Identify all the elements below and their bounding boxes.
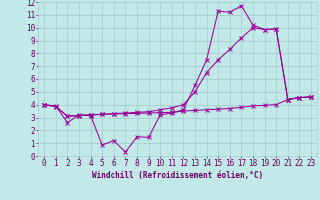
X-axis label: Windchill (Refroidissement éolien,°C): Windchill (Refroidissement éolien,°C)	[92, 171, 263, 180]
